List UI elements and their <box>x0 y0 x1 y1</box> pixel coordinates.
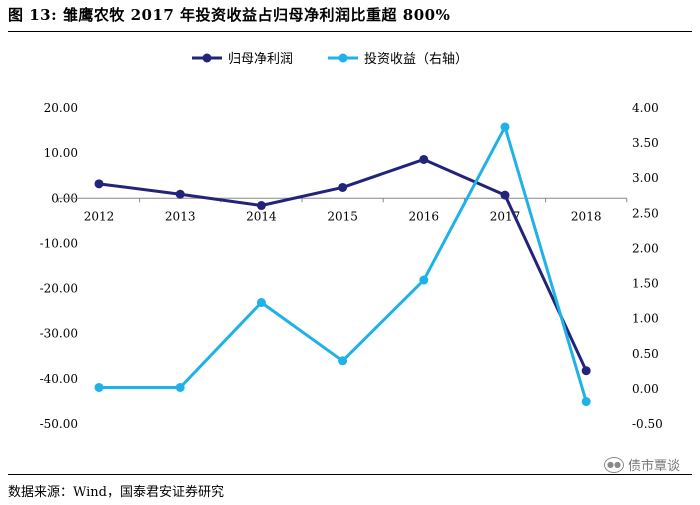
x-tick-label: 2013 <box>165 209 196 223</box>
left-tick-label: -30.00 <box>40 327 78 341</box>
left-tick-label: -20.00 <box>40 282 78 296</box>
series-2-point <box>256 298 266 308</box>
x-tick-label: 2016 <box>409 209 440 223</box>
left-tick-label: 10.00 <box>44 146 78 160</box>
series-2-point <box>94 382 104 392</box>
right-axis: 4.00 3.50 3.00 2.50 2.00 1.50 1.00 0.50 0.00 -0.5… <box>632 101 663 431</box>
watermark: ●● 债市覃谈 <box>603 455 680 474</box>
x-tick-label: 2018 <box>571 209 602 223</box>
right-tick-label: 1.50 <box>632 277 659 291</box>
left-axis: 20.0010.000.00-10.00-20.00-30.00-40.00-5… <box>40 101 78 431</box>
right-tick-label: 4.00 <box>632 101 659 115</box>
series-2-point <box>581 397 591 407</box>
legend-marker-1 <box>202 53 212 63</box>
series-2-point <box>500 122 510 132</box>
series-1-point <box>256 201 266 211</box>
wechat-icon: ●● <box>603 456 624 473</box>
right-tick-label: 0.00 <box>632 382 659 396</box>
legend-label-2: 投资收益（右轴） <box>364 51 468 67</box>
legend-label-1: 归母净利润 <box>228 52 293 67</box>
right-tick-label: 3.50 <box>632 136 659 150</box>
series-1-point <box>338 182 348 192</box>
series-2-point <box>419 275 429 285</box>
series-1-point <box>419 154 429 164</box>
line-chart: 归母净利润 投资收益（右轴） 20.00 10.00 0.00 -10.00 -20.00… <box>40 51 663 431</box>
left-tick-label: -10.00 <box>40 236 78 250</box>
left-tick-label: -50.00 <box>40 417 78 431</box>
series-2-point <box>338 356 348 366</box>
right-tick-label: 1.00 <box>632 312 659 326</box>
right-tick-label: -0.50 <box>632 417 663 431</box>
right-tick-label: 0.50 <box>632 347 659 361</box>
legend: 归母净利润 投资收益（右轴） <box>192 51 468 67</box>
right-tick-label: 3.00 <box>632 171 659 185</box>
data-source: 数据来源：Wind，国泰君安证券研究 <box>8 474 692 500</box>
x-axis-labels: 2012 2013 2014 2015 2016 2017 2018 <box>84 209 602 223</box>
left-tick-label: 20.00 <box>44 101 78 115</box>
figure-title: 图 13: 雏鹰农牧 2017 年投资收益占归母净利润比重超 800% <box>8 4 692 32</box>
right-tick-label: 2.00 <box>632 241 659 255</box>
series-1-point <box>94 179 104 189</box>
series-lines <box>94 122 591 407</box>
series-2-point <box>175 382 185 392</box>
x-tick-label: 2012 <box>84 209 115 223</box>
right-tick-label: 2.50 <box>632 206 659 220</box>
series-1-point <box>500 190 510 200</box>
left-tick-label: -40.00 <box>40 372 78 386</box>
legend-marker-2 <box>338 53 348 63</box>
watermark-text: 债市覃谈 <box>627 459 680 474</box>
series-1-point <box>175 189 185 199</box>
zero-baseline <box>57 197 628 203</box>
series-1-point <box>581 366 591 376</box>
x-tick-label: 2014 <box>246 209 277 223</box>
x-tick-label: 2015 <box>327 209 358 223</box>
